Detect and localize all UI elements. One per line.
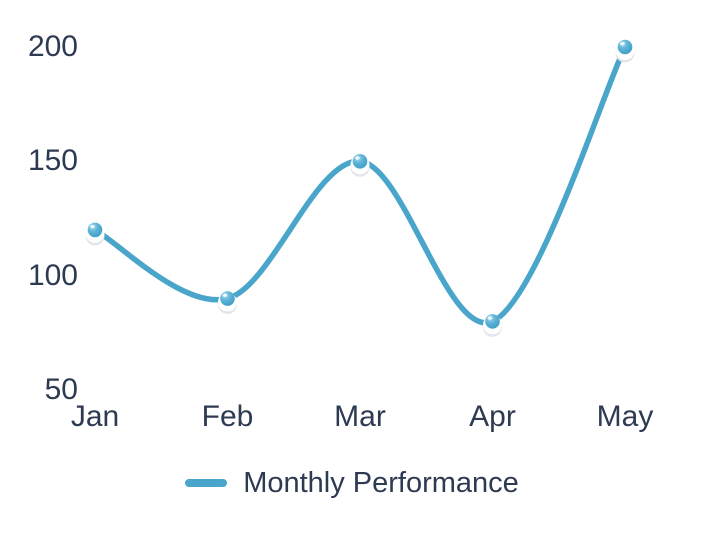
series-line xyxy=(92,44,628,326)
y-tick-label: 100 xyxy=(27,258,78,292)
y-tick-label: 200 xyxy=(27,30,78,63)
data-point-markers xyxy=(85,39,635,337)
legend: Monthly Performance xyxy=(0,468,704,498)
data-point-marker xyxy=(483,314,502,337)
data-point-marker xyxy=(615,39,635,63)
x-tick-label: May xyxy=(596,400,654,433)
legend-label: Monthly Performance xyxy=(243,467,519,499)
x-tick-label: Feb xyxy=(201,400,254,433)
y-tick-label: 150 xyxy=(27,144,78,178)
data-point-marker xyxy=(85,222,105,246)
y-tick-label: 50 xyxy=(44,373,78,406)
x-tick-label: Apr xyxy=(469,400,516,433)
data-point-marker xyxy=(218,291,237,315)
data-point-marker xyxy=(350,154,370,177)
x-tick-label: Jan xyxy=(70,400,120,433)
x-tick-label: Mar xyxy=(334,400,386,433)
legend-line-swatch xyxy=(185,479,228,487)
